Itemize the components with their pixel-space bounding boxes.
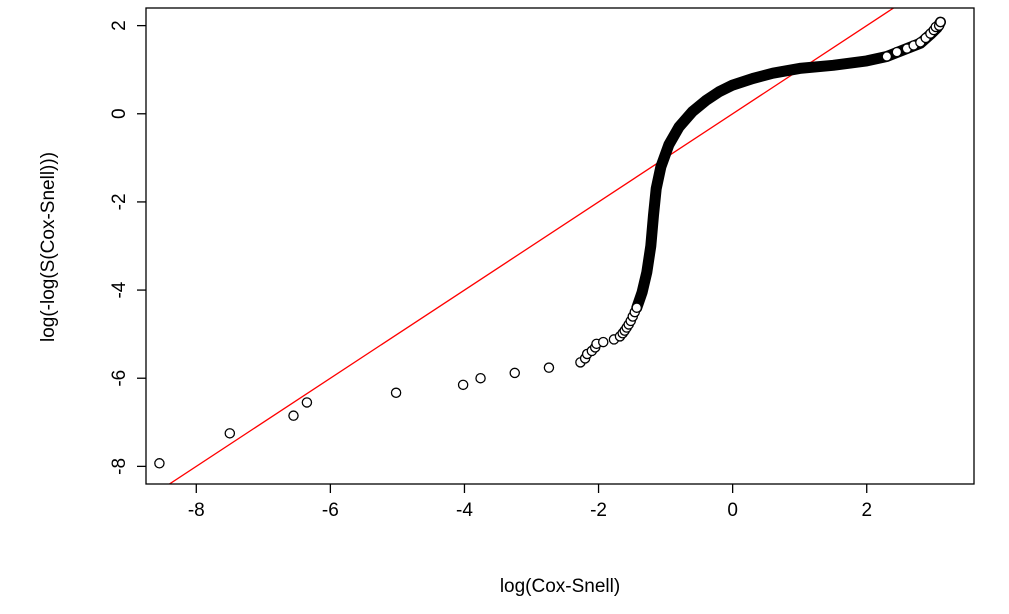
data-point: [935, 16, 946, 28]
data-point: [301, 397, 313, 408]
y-axis-title: log(-log(S(Cox-Snell))): [38, 152, 59, 342]
scatter-points-layer: [154, 16, 946, 469]
x-tick-label: -6: [322, 500, 339, 521]
x-tick-label: -4: [456, 500, 473, 521]
plot-frame: [145, 7, 975, 485]
dense-points-layer: [631, 16, 946, 314]
data-point: [543, 362, 555, 373]
x-tick-label: -8: [188, 500, 205, 521]
data-point: [475, 372, 486, 384]
x-axis-title: log(Cox-Snell): [500, 576, 620, 597]
x-axis: -8 -6 -4 -2 0 2: [188, 484, 872, 521]
y-tick-label: -8: [109, 458, 130, 475]
reference-line-layer: [168, 8, 895, 484]
data-point: [509, 367, 520, 379]
data-point: [881, 51, 893, 62]
x-tick-label: -2: [590, 500, 607, 521]
dense-point-cluster: [631, 16, 946, 314]
data-point: [224, 428, 236, 439]
data-point: [154, 458, 165, 469]
x-tick-label: 0: [727, 500, 738, 521]
y-tick-label: -2: [109, 193, 130, 210]
y-tick-label: 2: [109, 20, 130, 31]
data-point: [390, 387, 402, 399]
reference-line: [168, 8, 895, 484]
y-tick-label: 0: [109, 108, 130, 119]
data-point: [631, 302, 643, 313]
y-tick-label: -6: [109, 370, 130, 387]
x-tick-label: 2: [861, 500, 872, 521]
data-point: [597, 336, 609, 348]
data-point: [288, 410, 299, 421]
data-point: [457, 379, 469, 391]
y-tick-label: -4: [109, 281, 130, 298]
y-axis: -8 -6 -4 -2 0 2: [109, 20, 146, 475]
data-point: [891, 46, 903, 58]
